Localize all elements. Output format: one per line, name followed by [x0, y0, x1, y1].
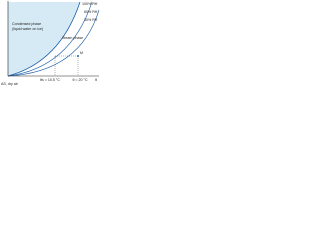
- y-axis-label: AS, dry air: [1, 82, 19, 86]
- curve-30: [7, 9, 100, 77]
- theta-label: θ = 20 °C: [72, 78, 88, 82]
- point-m: [77, 55, 79, 57]
- steam-label: Steam phase: [62, 36, 83, 40]
- condensed-region: [8, 2, 80, 76]
- x-axis-label: θ: [95, 78, 97, 82]
- condensed-note: (liquid water on ice): [12, 27, 43, 31]
- rh-60-label: 60% RH: [84, 10, 98, 14]
- rh-30-label: 30% RH: [84, 18, 98, 22]
- condensed-label: Condensed phase: [12, 22, 41, 26]
- diagram: M Condensed phase (liquid water on ice) …: [0, 0, 100, 87]
- curve-60: [7, 1, 93, 77]
- curve-100: [7, 1, 81, 77]
- theta-s-label: θs = 10.5 °C: [40, 78, 60, 82]
- rh-100-label: 100% RH: [82, 2, 98, 6]
- point-label: M: [80, 51, 83, 55]
